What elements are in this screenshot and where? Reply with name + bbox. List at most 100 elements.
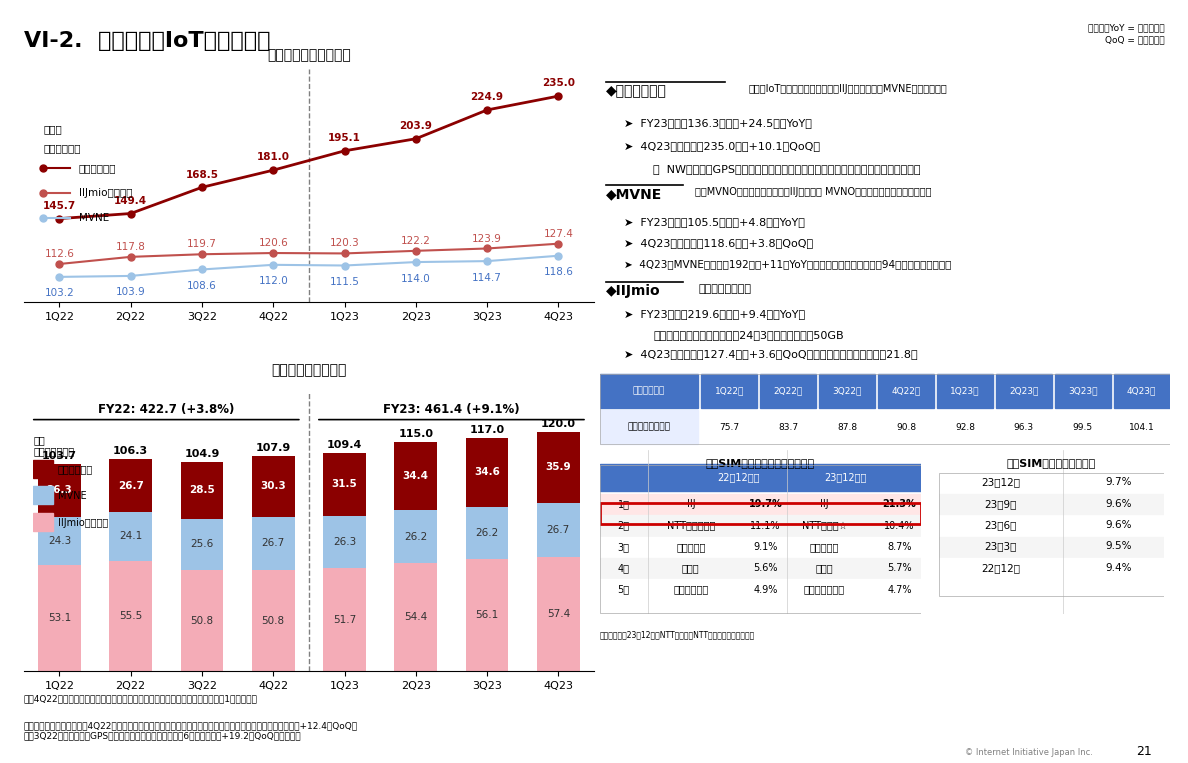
Bar	[537, 557, 580, 671]
Text: 30.3: 30.3	[260, 481, 286, 491]
Bar	[537, 432, 580, 504]
Bar	[38, 565, 81, 671]
Text: © Internet Initiative Japan Inc.: © Internet Initiative Japan Inc.	[965, 749, 1093, 758]
Text: 10.4%: 10.4%	[884, 520, 915, 530]
Text: 114.7: 114.7	[472, 272, 503, 282]
Bar	[252, 517, 295, 570]
Text: 23年6月: 23年6月	[985, 520, 1017, 530]
Text: 50.8: 50.8	[261, 616, 285, 626]
Text: 22年12月: 22年12月	[981, 563, 1020, 573]
Text: ➤  FY23売上：105.5億円（+4.8億円YoY）: ➤ FY23売上：105.5億円（+4.8億円YoY）	[624, 217, 804, 227]
Bar	[878, 374, 934, 408]
Text: 9.5%: 9.5%	[1106, 542, 1132, 552]
Text: （他MVNOへのサービス販売、IIJモバイル MVNOプラットフォームサービス）: （他MVNOへのサービス販売、IIJモバイル MVNOプラットフォームサービス）	[695, 187, 931, 197]
Text: FY22: 422.7 (+3.8%): FY22: 422.7 (+3.8%)	[99, 403, 234, 416]
Text: 26.3: 26.3	[46, 485, 72, 495]
Text: 売上
（単位：億円）: 売上 （単位：億円）	[33, 435, 75, 456]
Text: 9.6%: 9.6%	[1106, 499, 1132, 509]
Text: 109.4: 109.4	[327, 439, 362, 449]
Text: 2Q22末: 2Q22末	[773, 387, 803, 395]
Bar	[939, 473, 1164, 493]
Text: ➤  FY23売上：136.3億円（+24.5億円YoY）: ➤ FY23売上：136.3億円（+24.5億円YoY）	[624, 118, 811, 128]
Text: 103.9: 103.9	[115, 288, 146, 298]
Text: 21: 21	[1137, 745, 1152, 758]
Text: IIJmio（個人）: IIJmio（個人）	[78, 188, 132, 198]
Text: 122.2: 122.2	[400, 236, 431, 246]
Text: ➤  4Q23末回線数：118.6万（+3.8万QoQ）: ➤ 4Q23末回線数：118.6万（+3.8万QoQ）	[624, 238, 813, 248]
Bar	[33, 513, 52, 531]
Bar	[1055, 374, 1111, 408]
Text: 120.6: 120.6	[258, 238, 289, 248]
Text: 57.4: 57.4	[546, 609, 570, 619]
Text: IIJmio（個人）: IIJmio（個人）	[58, 518, 108, 528]
Text: ・  NWカメラ・GPSデバイス・車載器接続等の既存取引拡張・新規獲得で大幅伸長: ・ NWカメラ・GPSデバイス・車載器接続等の既存取引拡張・新規獲得で大幅伸長	[653, 164, 921, 174]
Text: オプテージ: オプテージ	[676, 542, 706, 552]
Text: 1Q23末: 1Q23末	[950, 387, 980, 395]
Text: 富士通: 富士通	[682, 563, 700, 573]
Text: IIJ: IIJ	[687, 499, 695, 510]
Text: 9.1%: 9.1%	[753, 542, 778, 552]
Text: 5位: 5位	[618, 584, 630, 594]
Text: （単位：万）: （単位：万）	[633, 387, 665, 395]
Text: （単位：万）: （単位：万）	[43, 143, 81, 153]
Text: 35.9: 35.9	[545, 462, 571, 472]
Bar	[937, 374, 993, 408]
Text: 28.5: 28.5	[189, 485, 215, 495]
Text: 26.3: 26.3	[333, 537, 356, 547]
Bar	[600, 558, 921, 578]
Text: 112.6: 112.6	[44, 249, 75, 259]
Bar	[600, 536, 921, 557]
Text: 99.5: 99.5	[1073, 423, 1093, 432]
Text: 4位: 4位	[618, 563, 630, 573]
Bar	[996, 410, 1051, 444]
Text: 34.6: 34.6	[474, 468, 500, 478]
Bar	[600, 374, 699, 408]
Text: 103.2: 103.2	[44, 288, 75, 298]
Text: 26.2: 26.2	[475, 528, 499, 538]
Text: 1Q22末: 1Q22末	[714, 387, 744, 395]
Bar	[109, 459, 152, 512]
Bar	[600, 410, 699, 444]
Text: 4.9%: 4.9%	[753, 584, 778, 594]
Text: 117.8: 117.8	[115, 242, 146, 252]
Bar	[33, 459, 52, 478]
Text: モバイル売上の推移: モバイル売上の推移	[271, 363, 347, 377]
Text: 3位: 3位	[618, 542, 630, 552]
Bar	[939, 516, 1164, 535]
Text: 国内SIM型契約比率の推移: 国内SIM型契約比率の推移	[1006, 459, 1097, 468]
Bar	[181, 570, 223, 671]
Text: 9.7%: 9.7%	[1106, 478, 1132, 488]
Bar	[252, 570, 295, 671]
Text: 4Q22末: 4Q22末	[891, 387, 921, 395]
Text: 92.8: 92.8	[955, 423, 975, 432]
Bar	[38, 464, 81, 517]
Bar	[939, 494, 1164, 513]
Bar	[109, 561, 152, 671]
Text: 11.1%: 11.1%	[751, 520, 781, 530]
Text: NTTドコモ☆: NTTドコモ☆	[802, 520, 847, 530]
Text: 5.7%: 5.7%	[887, 563, 911, 573]
Text: 127.4: 127.4	[543, 229, 574, 239]
Text: 3Q22末: 3Q22末	[833, 387, 861, 395]
Text: 4Q23末: 4Q23末	[1127, 387, 1156, 395]
Text: （法人IoT等用途向け直接提供、IIJモバイルからMVNE除外し算出）: （法人IoT等用途向け直接提供、IIJモバイルからMVNE除外し算出）	[748, 84, 947, 94]
Text: 181.0: 181.0	[257, 153, 290, 163]
Text: 19.7%: 19.7%	[748, 499, 783, 510]
Text: 26.2: 26.2	[404, 532, 428, 542]
Text: 115.0: 115.0	[398, 429, 434, 439]
Text: FY23: 461.4 (+9.1%): FY23: 461.4 (+9.1%)	[383, 403, 520, 416]
Text: 53.1: 53.1	[48, 613, 71, 623]
Text: 54.4: 54.4	[404, 612, 428, 622]
Text: 90.8: 90.8	[896, 423, 916, 432]
Bar	[937, 410, 993, 444]
Bar	[466, 438, 508, 507]
Text: ➤  4Q23末MVNE顧客数：192社（+11社YoY）ケーブルテレビ事業者（94社）・大手小売り他: ➤ 4Q23末MVNE顧客数：192社（+11社YoY）ケーブルテレビ事業者（9…	[624, 259, 952, 269]
Text: 108.6: 108.6	[187, 281, 217, 291]
Text: 104.1: 104.1	[1129, 423, 1155, 432]
Bar	[537, 504, 580, 557]
Text: 31.5: 31.5	[331, 479, 358, 489]
Bar	[394, 442, 437, 510]
Bar	[38, 517, 81, 565]
Bar	[466, 507, 508, 559]
Bar	[600, 579, 921, 600]
